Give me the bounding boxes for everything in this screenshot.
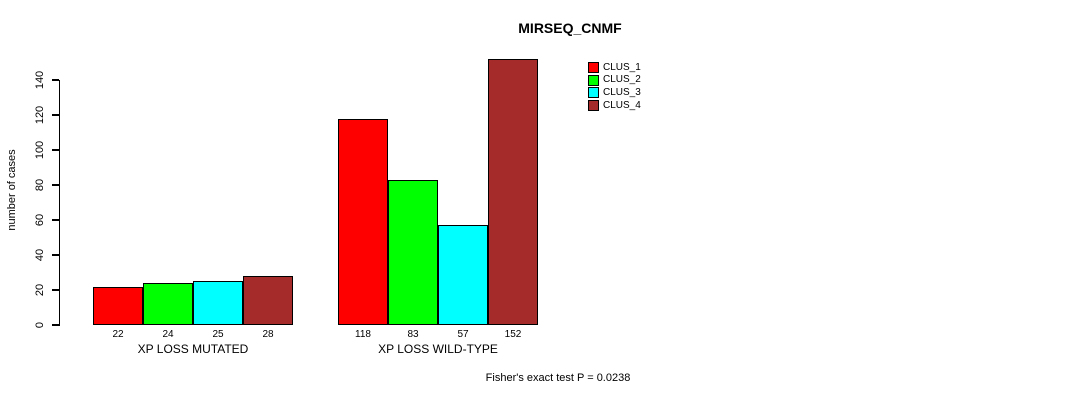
y-tick-label: 100 [34,140,46,160]
y-tick [51,254,59,256]
bar-value-label: 83 [407,329,419,340]
bar-clus_2-2 [388,179,438,325]
y-tick [51,289,59,291]
bar-value-label: 118 [355,329,371,340]
bar-clus_1-1 [93,286,143,325]
legend-label-clus_1: CLUS_1 [603,61,641,73]
bar-clus_4-1 [243,276,293,325]
y-tick [51,149,59,151]
y-tick-label: 20 [34,283,46,297]
footnote-pvalue: Fisher's exact test P = 0.0238 [485,372,631,384]
y-tick-label: 60 [34,213,46,227]
bar-clus_3-2 [438,225,488,325]
legend-swatch-clus_1 [588,62,599,73]
y-axis-title: number of cases [6,149,18,231]
bar-clus_2-1 [143,283,193,325]
y-tick [51,324,59,326]
bar-value-label: 22 [112,329,124,340]
y-tick [51,79,59,81]
bar-clus_1-2 [338,118,388,325]
legend-swatch-clus_2 [588,74,599,86]
y-tick [51,114,59,116]
bar-value-label: 25 [212,329,224,340]
bar-value-label: 24 [162,329,174,340]
y-tick-label: 0 [34,321,46,329]
legend-swatch-clus_3 [588,87,599,99]
legend-label-clus_3: CLUS_3 [603,86,641,98]
y-tick-label: 120 [34,105,46,125]
legend-label-clus_2: CLUS_2 [603,74,641,86]
y-axis-line [58,80,60,326]
y-tick-label: 140 [34,70,46,90]
y-tick-label: 80 [34,178,46,192]
category-label: XP LOSS WILD-TYPE [378,342,498,356]
legend-label-clus_4: CLUS_4 [603,99,641,111]
chart-title: MIRSEQ_CNMF [518,20,622,36]
y-tick-label: 40 [34,248,46,262]
bar-value-label: 28 [262,329,274,340]
bar-value-label: 152 [504,329,522,340]
bar-value-label: 57 [457,329,469,340]
bar-clus_4-2 [488,59,538,325]
legend-swatch-clus_4 [588,100,599,112]
category-label: XP LOSS MUTATED [137,342,249,356]
bar-clus_3-1 [193,281,243,325]
y-tick [51,219,59,221]
y-tick [51,184,59,186]
